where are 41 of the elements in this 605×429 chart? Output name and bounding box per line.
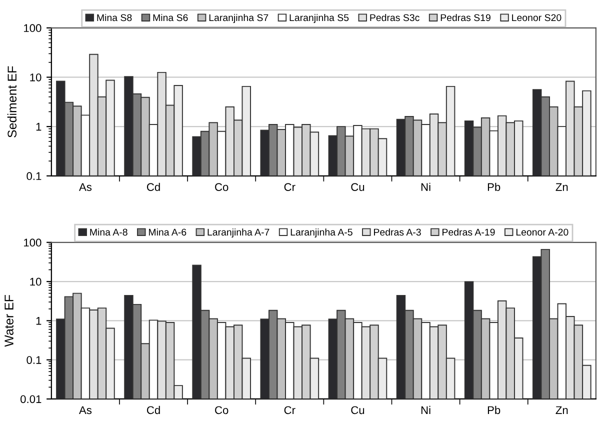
legend-label: Laranjinha A-7 xyxy=(208,228,270,238)
y-tick-label: 0.01 xyxy=(20,395,42,404)
legend-label: Mina S6 xyxy=(153,14,188,22)
x-tick-label: Cr xyxy=(284,183,296,191)
x-tick-label: Cu xyxy=(351,183,364,191)
y-tick-label: 1 xyxy=(36,317,42,325)
x-tick-label: Pb xyxy=(488,182,500,191)
y-tick-label: 0.1 xyxy=(26,172,42,180)
x-tick-label: Pb xyxy=(488,406,500,414)
x-tick-label: Cr xyxy=(284,406,296,414)
legend-label: Mina S8 xyxy=(97,14,132,22)
y-tick-label: 0.1 xyxy=(26,356,42,364)
y-tick-label: 100 xyxy=(24,238,42,247)
x-tick-label: Ni xyxy=(421,182,430,191)
legend-label: Mina A-6 xyxy=(149,228,186,236)
y-axis-title: Water EF xyxy=(4,295,14,347)
legend-label: Laranjinha A-5 xyxy=(290,228,352,238)
legend-label: Pedras S3c xyxy=(370,14,420,22)
y-tick-label: 10 xyxy=(30,73,42,82)
x-tick-label: Zn xyxy=(556,406,568,414)
legend-label: Pedras A-19 xyxy=(442,228,495,236)
legend-label: Laranjinha S5 xyxy=(290,14,349,24)
legend-label: Pedras A-3 xyxy=(374,228,421,236)
x-tick-label: As xyxy=(78,183,92,191)
x-tick-label: As xyxy=(78,406,92,414)
x-tick-label: Co xyxy=(215,406,228,414)
x-tick-label: Co xyxy=(215,183,228,191)
legend-label: Mina A-8 xyxy=(90,228,128,236)
y-tick-label: 10 xyxy=(30,278,42,286)
x-tick-label: Cd xyxy=(146,182,160,191)
y-axis-title: Sediment EF xyxy=(7,66,17,138)
legend-label: Leonor S20 xyxy=(512,14,562,22)
legend-label: Pedras S19 xyxy=(440,14,490,22)
x-tick-label: Zn xyxy=(556,183,568,191)
x-tick-label: Cd xyxy=(146,406,160,414)
legend-label: Leonor A-20 xyxy=(516,228,568,236)
y-tick-label: 1 xyxy=(36,122,42,131)
x-tick-label: Cu xyxy=(351,406,364,414)
x-tick-label: Ni xyxy=(421,406,430,414)
legend-label: Laranjinha S7 xyxy=(209,14,268,24)
y-tick-label: 100 xyxy=(24,24,42,32)
